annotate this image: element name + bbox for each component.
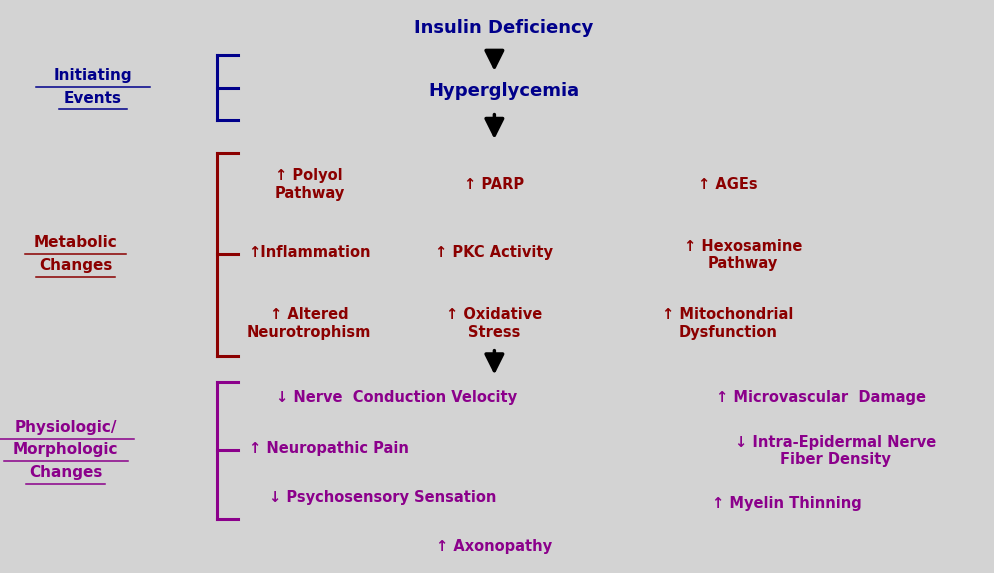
- Text: ↑Inflammation: ↑Inflammation: [248, 245, 371, 260]
- Text: ↑ Hexosamine
Pathway: ↑ Hexosamine Pathway: [684, 239, 802, 272]
- Text: ↓ Intra-Epidermal Nerve
Fiber Density: ↓ Intra-Epidermal Nerve Fiber Density: [735, 435, 936, 467]
- Text: ↑ Oxidative
Stress: ↑ Oxidative Stress: [446, 307, 543, 340]
- Text: ↓ Nerve  Conduction Velocity: ↓ Nerve Conduction Velocity: [276, 390, 518, 405]
- Text: ↑ Altered
Neurotrophism: ↑ Altered Neurotrophism: [248, 307, 372, 340]
- Text: Insulin Deficiency: Insulin Deficiency: [414, 19, 593, 37]
- Text: ↑ Axonopathy: ↑ Axonopathy: [436, 539, 553, 554]
- Text: ↑ PARP: ↑ PARP: [464, 177, 525, 192]
- Text: ↑ Polyol
Pathway: ↑ Polyol Pathway: [274, 168, 344, 201]
- Text: ↓ Psychosensory Sensation: ↓ Psychosensory Sensation: [268, 490, 496, 505]
- Text: ↑ Myelin Thinning: ↑ Myelin Thinning: [712, 496, 862, 511]
- Text: ↑ Mitochondrial
Dysfunction: ↑ Mitochondrial Dysfunction: [662, 307, 794, 340]
- Text: Events: Events: [64, 91, 122, 105]
- Text: Changes: Changes: [29, 465, 102, 480]
- Text: ↑ AGEs: ↑ AGEs: [699, 177, 758, 192]
- Text: ↑ Neuropathic Pain: ↑ Neuropathic Pain: [248, 441, 409, 456]
- Text: Changes: Changes: [39, 258, 112, 273]
- Text: Metabolic: Metabolic: [34, 236, 117, 250]
- Text: ↑ Microvascular  Damage: ↑ Microvascular Damage: [716, 390, 925, 405]
- Text: Initiating: Initiating: [54, 68, 132, 83]
- Text: Hyperglycemia: Hyperglycemia: [428, 82, 580, 100]
- Text: ↑ PKC Activity: ↑ PKC Activity: [435, 245, 554, 260]
- Text: Physiologic/: Physiologic/: [15, 420, 117, 435]
- Text: Morphologic: Morphologic: [13, 442, 118, 457]
